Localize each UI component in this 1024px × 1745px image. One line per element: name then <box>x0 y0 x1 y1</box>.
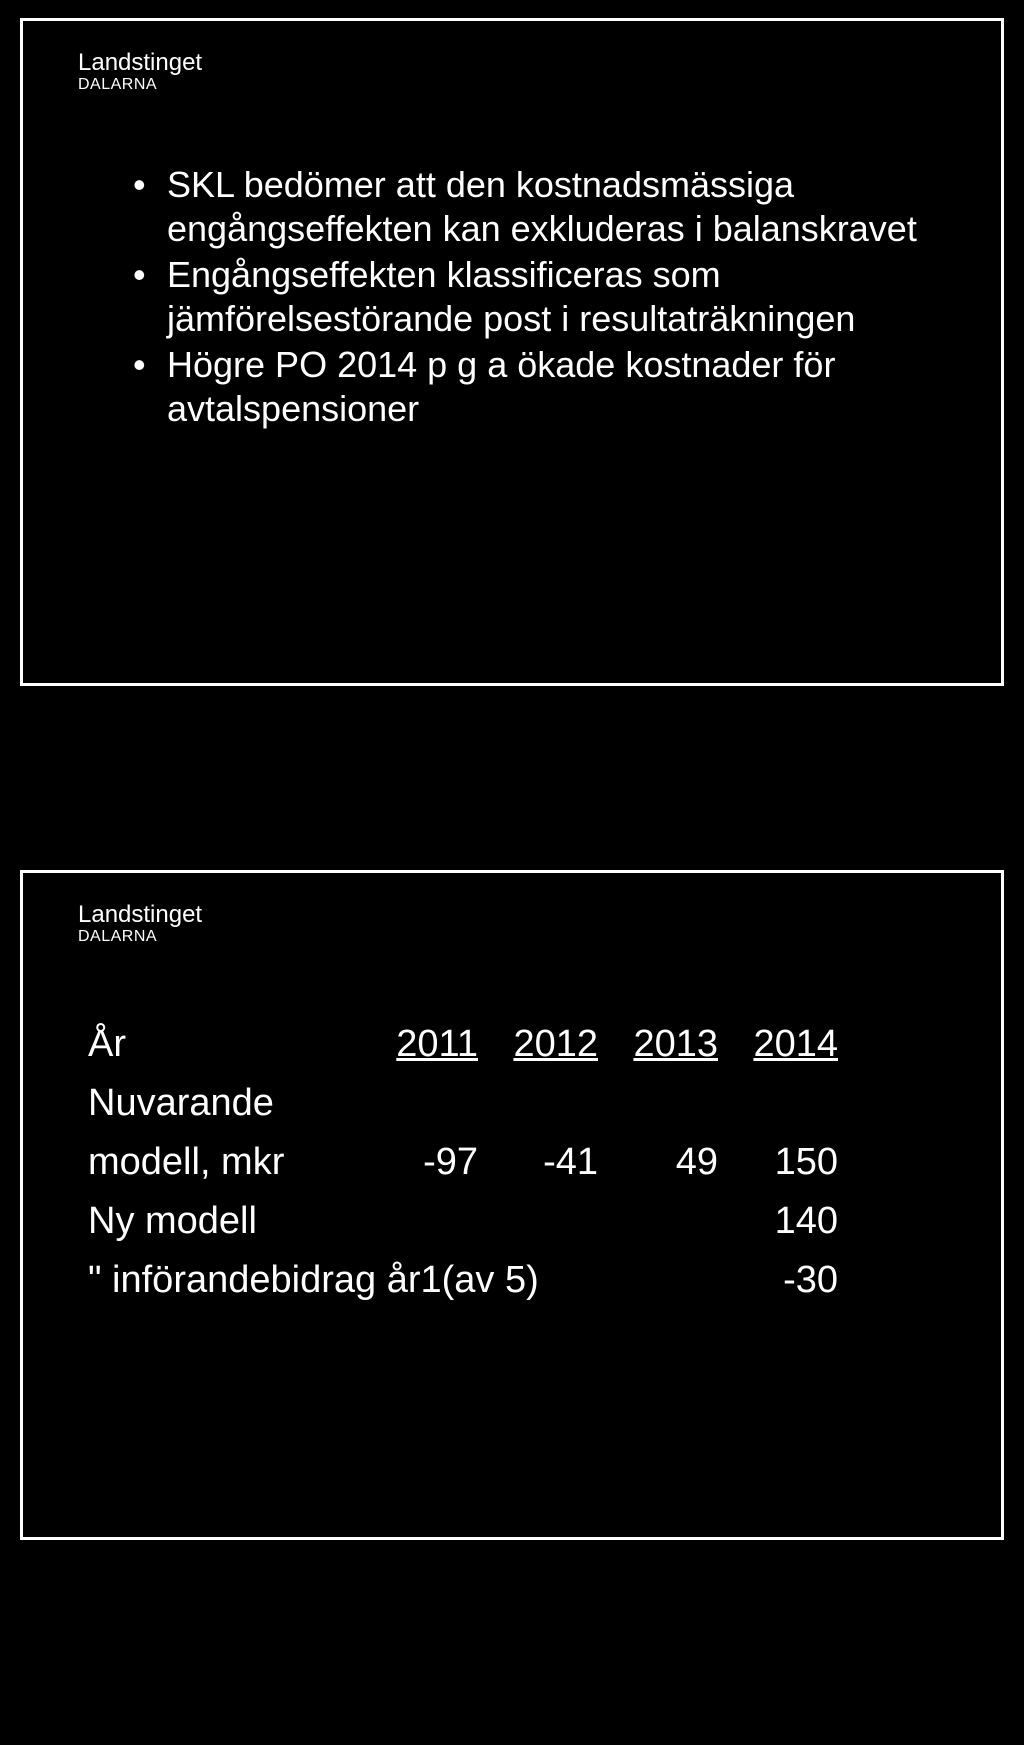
row-label: Nuvarande <box>88 1074 358 1133</box>
logo-line2: DALARNA <box>78 929 946 945</box>
year-header: 2012 <box>478 1015 598 1074</box>
logo: Landstinget DALARNA <box>78 903 946 945</box>
cell <box>598 1192 718 1251</box>
cell <box>358 1192 478 1251</box>
bullet-item: Högre PO 2014 p g a ökade kostnader för … <box>133 343 946 431</box>
data-table: År 2011 2012 2013 2014 Nuvarande modell,… <box>88 1015 838 1309</box>
slide-panel-bottom: Landstinget DALARNA År 2011 2012 2013 20… <box>20 870 1004 1540</box>
slide-panel-top: Landstinget DALARNA SKL bedömer att den … <box>20 18 1004 686</box>
row-label: modell, mkr <box>88 1133 358 1192</box>
year-header: 2013 <box>598 1015 718 1074</box>
year-header: 2014 <box>718 1015 838 1074</box>
header-label: År <box>88 1015 358 1074</box>
cell: -41 <box>478 1133 598 1192</box>
logo-line2: DALARNA <box>78 77 946 93</box>
table-row: Ny modell 140 <box>88 1192 838 1251</box>
logo-line1: Landstinget <box>78 51 946 75</box>
cell <box>358 1074 478 1133</box>
table-row: Nuvarande <box>88 1074 838 1133</box>
cell: 140 <box>718 1192 838 1251</box>
bullet-item: SKL bedömer att den kostnads­mässiga eng… <box>133 163 946 251</box>
cell <box>478 1074 598 1133</box>
row-label: Ny modell <box>88 1192 358 1251</box>
bullet-item: Engångseffekten klassificeras som jämför… <box>133 253 946 341</box>
page: Landstinget DALARNA SKL bedömer att den … <box>0 0 1024 1745</box>
row-label: " införandebidrag år1(av 5) <box>88 1251 718 1310</box>
table-row: " införandebidrag år1(av 5) -30 <box>88 1251 838 1310</box>
cell <box>598 1074 718 1133</box>
year-header: 2011 <box>358 1015 478 1074</box>
logo-line1: Landstinget <box>78 903 946 927</box>
cell: 49 <box>598 1133 718 1192</box>
logo: Landstinget DALARNA <box>78 51 946 93</box>
cell: 150 <box>718 1133 838 1192</box>
table-row: modell, mkr -97 -41 49 150 <box>88 1133 838 1192</box>
bullet-list: SKL bedömer att den kostnads­mässiga eng… <box>133 163 946 430</box>
cell <box>718 1074 838 1133</box>
cell: -97 <box>358 1133 478 1192</box>
table-header-row: År 2011 2012 2013 2014 <box>88 1015 838 1074</box>
cell <box>478 1192 598 1251</box>
cell: -30 <box>718 1251 838 1310</box>
